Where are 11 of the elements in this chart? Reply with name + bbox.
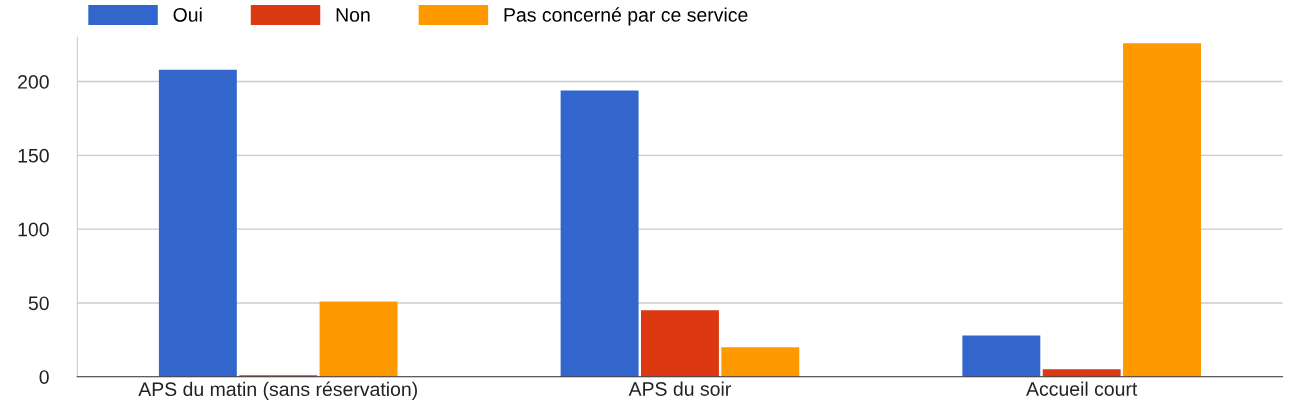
x-tick-label: Accueil court	[1026, 381, 1138, 396]
x-tick-label: APS du matin (sans réservation)	[138, 381, 417, 400]
y-tick-label: 0	[39, 370, 49, 384]
legend-label: Pas concerné par ce service	[504, 7, 748, 26]
y-tick-label: 100	[18, 222, 49, 237]
x-tick-label: APS du soir	[628, 381, 731, 396]
legend-label: Non	[336, 8, 370, 22]
y-tick-label: 200	[18, 75, 49, 89]
y-tick-label: 150	[18, 148, 49, 163]
y-tick-label: 50	[28, 296, 49, 311]
legend-label: Oui	[173, 7, 202, 22]
